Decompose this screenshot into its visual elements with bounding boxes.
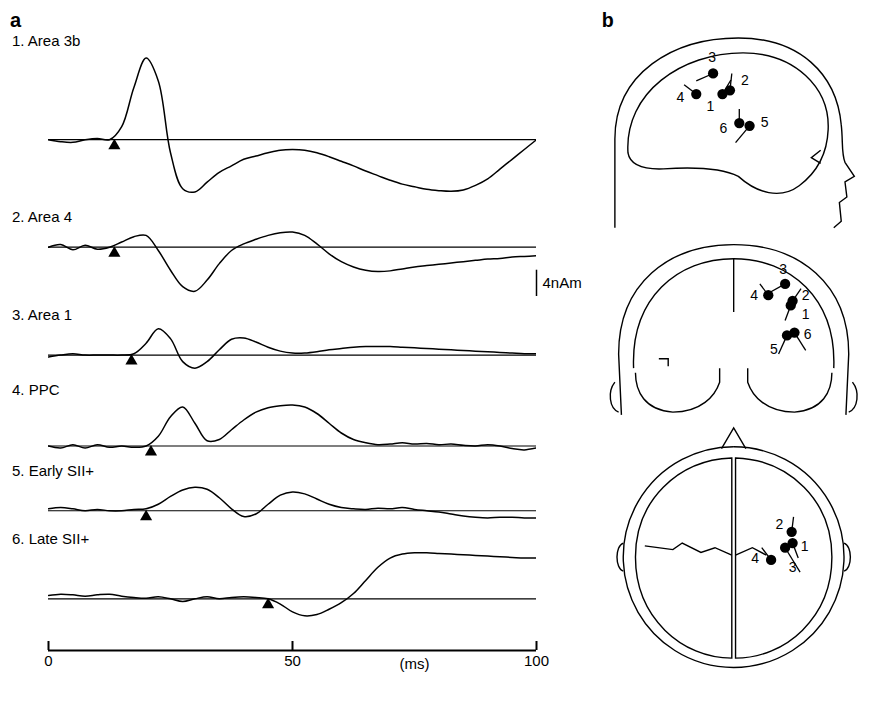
html-text:3. Area 1: 3. Area 1 [12,306,72,323]
svg-text:2: 2 [802,287,810,303]
svg-text:100: 100 [524,652,549,669]
html-text:6. Late SII+: 6. Late SII+ [12,530,90,547]
html-text:2. Area 4: 2. Area 4 [12,208,72,225]
svg-text:2: 2 [776,516,784,532]
svg-text:1: 1 [801,538,809,554]
svg-text:5: 5 [770,341,778,357]
svg-text:6: 6 [719,120,727,136]
html-text:1. Area 3b: 1. Area 3b [12,32,81,49]
svg-text:4: 4 [676,89,684,105]
html-text:a: a [10,9,22,31]
svg-text:4: 4 [750,287,758,303]
svg-text:4: 4 [751,550,759,566]
svg-text:b: b [602,9,614,31]
svg-text:6: 6 [804,326,812,342]
svg-text:4nAm: 4nAm [543,274,582,291]
svg-text:3: 3 [789,559,797,575]
svg-text:5: 5 [761,114,769,130]
svg-text:2: 2 [741,72,749,88]
svg-text:1: 1 [802,306,810,322]
svg-text:3: 3 [779,261,787,277]
html-text:4. PPC: 4. PPC [12,381,60,398]
html-text:5. Early SII+: 5. Early SII+ [12,462,95,479]
svg-text:0: 0 [44,652,52,669]
svg-text:50: 50 [284,652,301,669]
svg-text:(ms): (ms) [400,655,430,672]
svg-text:1: 1 [706,98,714,114]
svg-text:3: 3 [708,49,716,65]
